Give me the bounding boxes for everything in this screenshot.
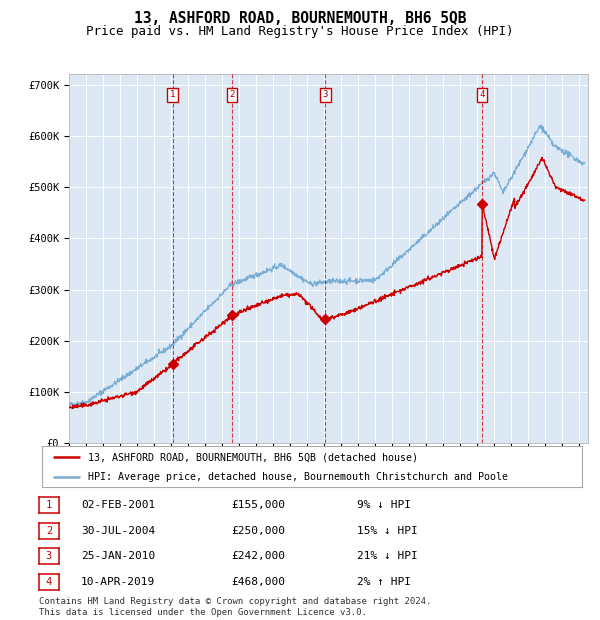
Text: 02-FEB-2001: 02-FEB-2001 [81,500,155,510]
Text: 3: 3 [46,551,52,561]
Text: £242,000: £242,000 [231,551,285,561]
Text: 13, ASHFORD ROAD, BOURNEMOUTH, BH6 5QB (detached house): 13, ASHFORD ROAD, BOURNEMOUTH, BH6 5QB (… [88,452,418,463]
Text: £250,000: £250,000 [231,526,285,536]
Text: 30-JUL-2004: 30-JUL-2004 [81,526,155,536]
Text: £155,000: £155,000 [231,500,285,510]
Text: 1: 1 [46,500,52,510]
Text: 10-APR-2019: 10-APR-2019 [81,577,155,587]
Text: 4: 4 [46,577,52,587]
Text: 2: 2 [229,90,235,99]
Text: HPI: Average price, detached house, Bournemouth Christchurch and Poole: HPI: Average price, detached house, Bour… [88,472,508,482]
Text: £468,000: £468,000 [231,577,285,587]
Text: 4: 4 [479,90,485,99]
Text: Price paid vs. HM Land Registry's House Price Index (HPI): Price paid vs. HM Land Registry's House … [86,25,514,38]
Text: 2% ↑ HPI: 2% ↑ HPI [357,577,411,587]
Text: 1: 1 [170,90,175,99]
Text: 15% ↓ HPI: 15% ↓ HPI [357,526,418,536]
Text: Contains HM Land Registry data © Crown copyright and database right 2024.
This d: Contains HM Land Registry data © Crown c… [39,598,431,617]
Text: 25-JAN-2010: 25-JAN-2010 [81,551,155,561]
Text: 13, ASHFORD ROAD, BOURNEMOUTH, BH6 5QB: 13, ASHFORD ROAD, BOURNEMOUTH, BH6 5QB [134,11,466,26]
Text: 9% ↓ HPI: 9% ↓ HPI [357,500,411,510]
Text: 21% ↓ HPI: 21% ↓ HPI [357,551,418,561]
Text: 2: 2 [46,526,52,536]
Text: 3: 3 [323,90,328,99]
